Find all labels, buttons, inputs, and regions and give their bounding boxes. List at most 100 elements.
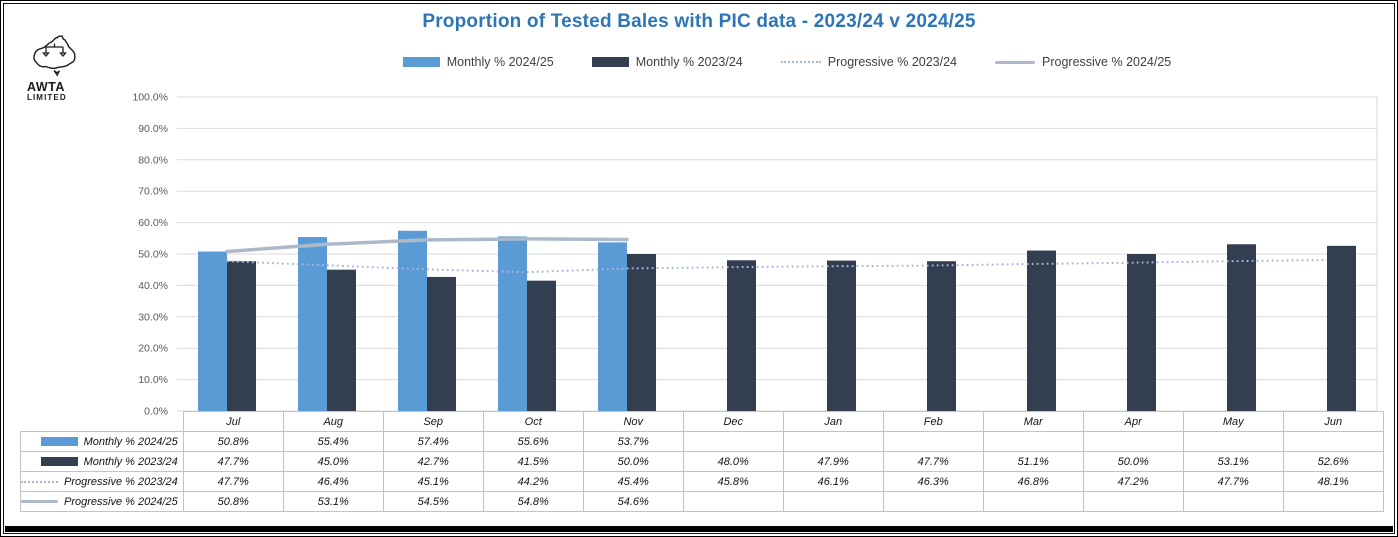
- table-cell: 50.0%: [1082, 451, 1184, 472]
- table-cell: [982, 431, 1084, 452]
- table-cell: 57.4%: [382, 431, 484, 452]
- table-cell: 50.8%: [182, 431, 284, 452]
- table-cell: [882, 431, 984, 452]
- y-axis-tick-label: 40.0%: [138, 280, 168, 292]
- line-progressive-2023-24: [226, 258, 1328, 274]
- table-cell: 45.0%: [282, 451, 384, 472]
- bar-monthly-2023-24: [1127, 254, 1156, 411]
- table-cell: [1282, 491, 1384, 512]
- table-cell: 47.7%: [1182, 471, 1284, 492]
- table-cell: 54.5%: [382, 491, 484, 512]
- table-row: Monthly % 2023/24 47.7% 45.0% 42.7% 41.5% 50.…: [20, 451, 1384, 472]
- table-cell: 53.1%: [1182, 451, 1284, 472]
- legend-item-label: Progressive % 2023/24: [827, 55, 958, 69]
- legend-marker-swatch-icon: [591, 57, 629, 67]
- table-cell: 41.5%: [482, 451, 584, 472]
- y-axis-tick-label: 20.0%: [138, 343, 168, 355]
- y-axis-tick-label: 30.0%: [138, 311, 168, 323]
- bar-monthly-2024-25: [398, 230, 427, 411]
- table-cell: 54.6%: [582, 491, 684, 512]
- row-key-swatch-icon: [40, 437, 78, 446]
- bar-monthly-2024-25: [498, 236, 527, 411]
- logo-text-limited: LIMITED: [27, 93, 67, 102]
- bar-monthly-2023-24: [327, 269, 356, 411]
- logo-text-awta: AWTA: [27, 80, 65, 94]
- table-month-header: Sep: [382, 411, 484, 432]
- table-month-header: Mar: [982, 411, 1084, 432]
- table-row: Progressive % 2023/24 47.7% 46.4% 45.1% 44.2…: [20, 471, 1384, 492]
- table-cell: 50.0%: [582, 451, 684, 472]
- table-cell: 44.2%: [482, 471, 584, 492]
- bar-monthly-2023-24: [1027, 250, 1056, 411]
- table-cell: 45.1%: [382, 471, 484, 492]
- table-row-label: Progressive % 2024/25: [64, 495, 178, 508]
- y-axis-tick-label: 10.0%: [138, 374, 168, 386]
- line-progressive-2024-25: [225, 237, 629, 254]
- row-key-swatch-icon: [40, 457, 78, 466]
- row-key-dotted-line-icon: [21, 480, 58, 483]
- bar-monthly-2023-24: [1227, 244, 1256, 411]
- bar-monthly-2024-25: [298, 237, 327, 411]
- bar-monthly-2023-24: [727, 260, 756, 411]
- table-cell: 52.6%: [1282, 451, 1384, 472]
- table-cell: [782, 431, 884, 452]
- table-cell: [1082, 431, 1184, 452]
- table-cell: 46.3%: [882, 471, 984, 492]
- legend-marker-dotted-line-icon: [780, 61, 821, 63]
- table-cell: 47.7%: [182, 451, 284, 472]
- table-cell: 45.8%: [682, 471, 784, 492]
- table-cell: 55.6%: [482, 431, 584, 452]
- table-month-header: Nov: [582, 411, 684, 432]
- table-month-header: Dec: [682, 411, 784, 432]
- table-cell: 46.4%: [282, 471, 384, 492]
- awta-logo: AWTA LIMITED: [27, 34, 107, 102]
- legend-item: Monthly % 2023/24: [591, 55, 743, 69]
- table-row-label-cell: Monthly % 2024/25: [20, 431, 184, 452]
- table-row-label-cell: Monthly % 2023/24: [20, 451, 184, 472]
- table-cell: 47.2%: [1082, 471, 1184, 492]
- row-key-solid-line-icon: [21, 500, 58, 503]
- legend-item-label: Progressive % 2024/25: [1042, 55, 1172, 69]
- legend-item: Progressive % 2023/24: [780, 55, 958, 69]
- bar-monthly-2023-24: [527, 280, 556, 411]
- y-axis-tick-label: 90.0%: [138, 123, 168, 135]
- table-cell: [782, 491, 884, 512]
- table-corner-cell: [21, 412, 184, 432]
- y-axis-tick-label: 80.0%: [138, 154, 168, 166]
- table-month-header: Jan: [782, 411, 884, 432]
- y-axis-tick-label: 60.0%: [138, 217, 168, 229]
- table-cell: [682, 491, 784, 512]
- table-cell: [982, 491, 1084, 512]
- table-month-header: May: [1182, 411, 1284, 432]
- bar-monthly-2024-25: [198, 251, 227, 411]
- legend-marker-solid-line-icon: [995, 60, 1036, 64]
- table-cell: 48.1%: [1282, 471, 1384, 492]
- australia-map-icon: [33, 35, 76, 77]
- y-axis-tick-label: 100.0%: [132, 92, 168, 104]
- bar-monthly-2023-24: [427, 276, 456, 411]
- table-row: Progressive % 2024/25 50.8% 53.1% 54.5% 54.8…: [20, 491, 1384, 512]
- table-cell: 47.7%: [182, 471, 284, 492]
- footer-rule: [5, 526, 1393, 532]
- legend-item: Monthly % 2024/25: [402, 55, 554, 69]
- table-header-row: Jul Aug Sep Oct Nov Dec Jan Feb Mar Apr May Jun: [21, 411, 1384, 432]
- table-row: Monthly % 2024/25 50.8% 55.4% 57.4% 55.6% 53.…: [20, 431, 1384, 452]
- table-cell: 47.9%: [782, 451, 884, 472]
- table-month-header: Oct: [482, 411, 584, 432]
- table-month-header: Jun: [1282, 411, 1384, 432]
- table-cell: [1082, 491, 1184, 512]
- bar-monthly-2023-24: [927, 261, 956, 411]
- y-axis-tick-label: 70.0%: [138, 186, 168, 198]
- table-cell: 42.7%: [382, 451, 484, 472]
- table-cell: 54.8%: [482, 491, 584, 512]
- legend-item-label: Monthly % 2024/25: [446, 55, 554, 69]
- table-cell: [882, 491, 984, 512]
- bar-monthly-2024-25: [598, 242, 627, 411]
- legend-item: Progressive % 2024/25: [995, 55, 1171, 69]
- table-cell: [1282, 431, 1384, 452]
- table-cell: [682, 431, 784, 452]
- table-month-header: Jul: [182, 411, 284, 432]
- table-month-header: Feb: [882, 411, 984, 432]
- legend-marker-swatch-icon: [402, 57, 440, 67]
- table-row-label: Monthly % 2023/24: [83, 455, 178, 468]
